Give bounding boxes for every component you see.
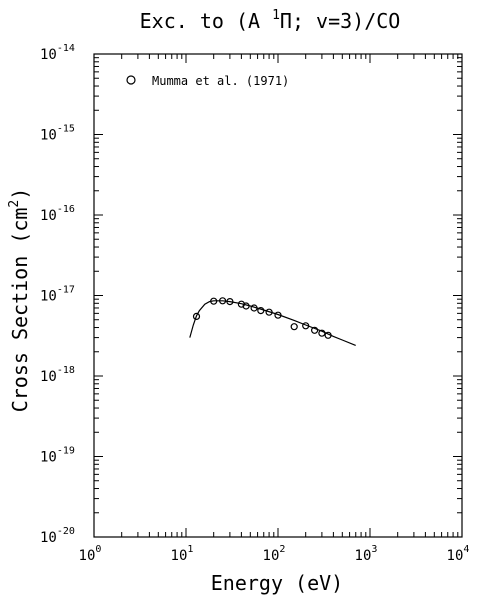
fit-curve-line xyxy=(189,300,356,346)
y-axis-label-superscript: 2 xyxy=(7,200,22,208)
plot-area-border xyxy=(93,53,463,538)
x-tick-labels: 100 101 102 103 104 xyxy=(79,544,470,564)
y-tick-label-exponent: -17 xyxy=(57,285,75,296)
y-tick-label: 10-14 xyxy=(40,43,75,63)
y-tick-label-base: 10 xyxy=(40,289,57,305)
y-tick-label-base: 10 xyxy=(40,128,57,144)
y-tick-label-base: 10 xyxy=(40,369,57,385)
y-tick-label-exponent: -20 xyxy=(57,526,75,537)
x-tick-label: 102 xyxy=(263,544,286,564)
data-point xyxy=(318,329,326,337)
y-tick-label: 10-16 xyxy=(40,204,75,224)
data-point xyxy=(219,297,227,305)
data-point xyxy=(302,322,310,330)
x-tick-label-base: 10 xyxy=(79,548,96,564)
data-point xyxy=(237,300,245,308)
plot-frame xyxy=(93,53,463,538)
x-tick-label-exponent: 0 xyxy=(95,544,101,555)
x-tick-label-base: 10 xyxy=(263,548,280,564)
data-point xyxy=(257,307,265,315)
y-tick-label-base: 10 xyxy=(40,450,57,466)
x-tick-label-base: 10 xyxy=(355,548,372,564)
y-tick-label-base: 10 xyxy=(40,47,57,63)
legend-marker-circle xyxy=(126,75,136,85)
chart-title: Exc. to (A 1Π; v=3)/CO xyxy=(140,8,401,33)
x-tick-label-base: 10 xyxy=(447,548,464,564)
chart-title-term: Π; v=3)/CO xyxy=(280,9,400,33)
data-point xyxy=(226,298,234,306)
data-point xyxy=(265,308,273,316)
data-point xyxy=(192,312,201,320)
y-tick-label-exponent: -15 xyxy=(57,124,75,135)
y-tick-label: 10-18 xyxy=(40,365,75,385)
y-tick-label-exponent: -14 xyxy=(57,43,75,54)
data-point xyxy=(324,331,332,339)
x-tick-label-exponent: 2 xyxy=(279,544,285,555)
chart-title-prefix: Exc. to (A xyxy=(140,9,272,33)
y-axis-label-suffix: ) xyxy=(8,188,32,200)
y-tick-label: 10-17 xyxy=(40,285,75,305)
x-tick-label: 104 xyxy=(447,544,470,564)
data-point xyxy=(311,326,319,334)
y-tick-label: 10-20 xyxy=(40,526,75,546)
x-tick-label: 103 xyxy=(355,544,378,564)
y-tick-label-base: 10 xyxy=(40,530,57,546)
data-point xyxy=(274,311,282,319)
y-tick-label-exponent: -18 xyxy=(57,365,75,376)
chart-title-superscript: 1 xyxy=(272,8,280,23)
data-point xyxy=(210,297,218,305)
minor-ticks xyxy=(93,53,463,538)
x-axis-label: Energy (eV) xyxy=(211,571,343,595)
x-tick-label: 101 xyxy=(171,544,194,564)
y-tick-label: 10-15 xyxy=(40,124,75,144)
x-tick-label-base: 10 xyxy=(171,548,188,564)
x-tick-label-exponent: 1 xyxy=(187,544,193,555)
y-axis-label-prefix: Cross Section (cm xyxy=(8,208,32,413)
y-axis-label: Cross Section (cm2) xyxy=(7,188,32,413)
y-tick-label-base: 10 xyxy=(40,208,57,224)
legend-entry: Mumma et al. (1971) xyxy=(152,74,289,88)
data-points xyxy=(192,297,332,339)
fit-curve xyxy=(189,300,356,346)
x-tick-label: 100 xyxy=(79,544,102,564)
y-tick-label: 10-19 xyxy=(40,446,75,466)
y-tick-label-exponent: -16 xyxy=(57,204,75,215)
data-point xyxy=(242,302,250,310)
x-tick-label-exponent: 3 xyxy=(371,544,377,555)
data-point xyxy=(250,304,258,312)
y-tick-label-exponent: -19 xyxy=(57,446,75,457)
legend: Mumma et al. (1971) xyxy=(126,74,289,88)
x-tick-label-exponent: 4 xyxy=(463,544,469,555)
data-point xyxy=(290,323,298,331)
